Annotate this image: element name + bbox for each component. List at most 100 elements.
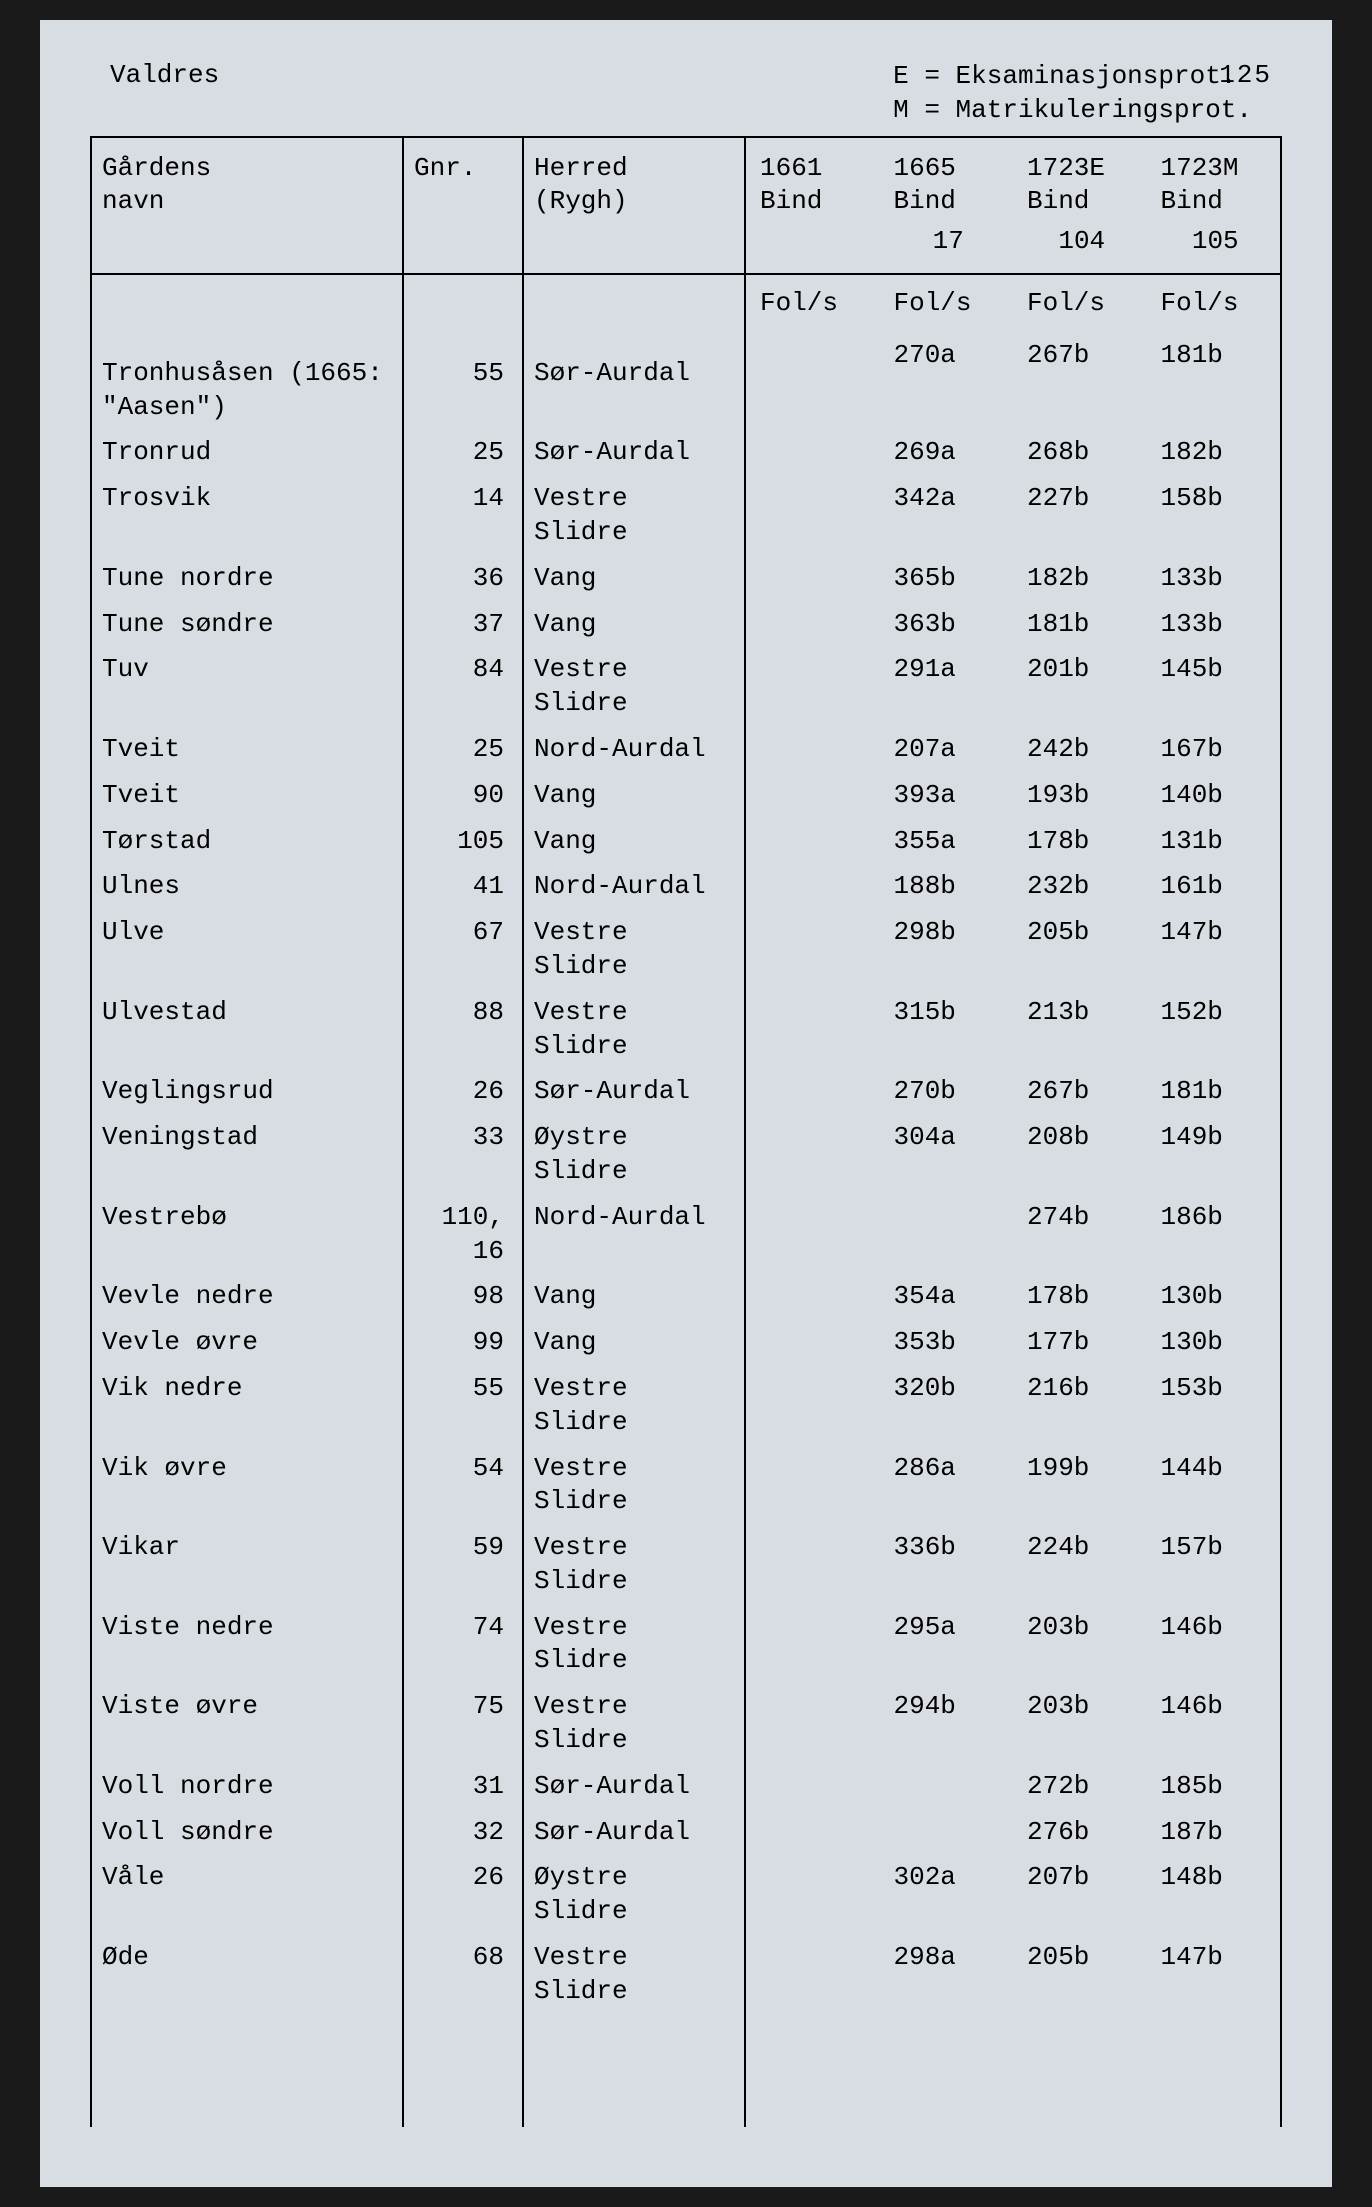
cell-y1723M: 133b [1147, 608, 1281, 642]
cell-name: Voll søndre [91, 1810, 403, 1856]
cell-name: Tørstad [91, 819, 403, 865]
cell-y1723E: 182b [1013, 562, 1147, 596]
cell-y1665: 315b [880, 996, 1014, 1030]
cell-gnr: 33 [403, 1115, 523, 1195]
cell-y1723M: 133b [1147, 562, 1281, 596]
cell-herred: Sør-Aurdal [523, 430, 745, 476]
cell-y1661 [746, 436, 880, 470]
cell-gnr: 26 [403, 1855, 523, 1935]
table-row: Vikar59Vestre Slidre336b224b157b [91, 1525, 1281, 1605]
cell-y1723E: 205b [1013, 1941, 1147, 1975]
cell-y1723M: 144b [1147, 1452, 1281, 1486]
cell-y1665: 336b [880, 1531, 1014, 1565]
table-row: Vestrebø110, 16Nord-Aurdal274b186b [91, 1195, 1281, 1275]
cell-years: 336b224b157b [745, 1525, 1281, 1605]
cell-herred: Vestre Slidre [523, 1605, 745, 1685]
cell-y1665: 355a [880, 825, 1014, 859]
cell-gnr: 98 [403, 1274, 523, 1320]
cell-gnr: 88 [403, 990, 523, 1070]
table-row: Tronhusåsen (1665: "Aasen")55Sør-Aurdal2… [91, 333, 1281, 431]
cell-y1723M: 148b [1147, 1861, 1281, 1895]
cell-gnr: 31 [403, 1764, 523, 1810]
fols-1723m: Fol/s [1147, 275, 1281, 333]
cell-y1665: 294b [880, 1690, 1014, 1724]
cell-herred: Vestre Slidre [523, 1525, 745, 1605]
cell-y1723M: 185b [1147, 1770, 1281, 1804]
cell-y1661 [746, 1326, 880, 1360]
cell-herred: Vestre Slidre [523, 1366, 745, 1446]
cell-name: Ulve [91, 910, 403, 990]
table-row: Tørstad105Vang355a178b131b [91, 819, 1281, 865]
cell-name: Vikar [91, 1525, 403, 1605]
cell-years: 270a267b181b [745, 333, 1281, 431]
farms-table: Gårdens navn Gnr. Herred (Rygh) 1661 Bin… [90, 136, 1282, 2127]
cell-years: 207a242b167b [745, 727, 1281, 773]
cell-herred: Vestre Slidre [523, 1935, 745, 2015]
cell-years: 270b267b181b [745, 1069, 1281, 1115]
cell-herred: Nord-Aurdal [523, 864, 745, 910]
cell-y1723E: 224b [1013, 1531, 1147, 1565]
cell-y1665: 270b [880, 1075, 1014, 1109]
table-body: Tronhusåsen (1665: "Aasen")55Sør-Aurdal2… [91, 333, 1281, 2127]
cell-name: Tronhusåsen (1665: "Aasen") [91, 333, 403, 431]
cell-name: Tune nordre [91, 556, 403, 602]
cell-y1723M: 167b [1147, 733, 1281, 767]
cell-gnr: 110, 16 [403, 1195, 523, 1275]
cell-y1723E: 272b [1013, 1770, 1147, 1804]
table-row: Veglingsrud26Sør-Aurdal270b267b181b [91, 1069, 1281, 1115]
cell-y1723E: 203b [1013, 1611, 1147, 1645]
col-header-1723e: 1723E Bind [1013, 138, 1147, 220]
cell-herred: Sør-Aurdal [523, 1069, 745, 1115]
table-row: Øde68Vestre Slidre298a205b147b [91, 1935, 1281, 2015]
cell-years: 286a199b144b [745, 1446, 1281, 1526]
cell-years: 272b185b [745, 1764, 1281, 1810]
cell-herred: Vestre Slidre [523, 1684, 745, 1764]
cell-y1661 [746, 1941, 880, 1975]
bind-1723m: 105 [1147, 225, 1281, 259]
cell-y1665 [880, 1770, 1014, 1804]
cell-years: 342a227b158b [745, 476, 1281, 556]
cell-years: 291a201b145b [745, 647, 1281, 727]
cell-gnr: 14 [403, 476, 523, 556]
cell-gnr: 25 [403, 727, 523, 773]
cell-y1723E: 268b [1013, 436, 1147, 470]
cell-y1723M: 140b [1147, 779, 1281, 813]
table-row: Ulnes41Nord-Aurdal188b232b161b [91, 864, 1281, 910]
cell-gnr: 55 [403, 333, 523, 431]
cell-y1665: 304a [880, 1121, 1014, 1155]
cell-herred: Sør-Aurdal [523, 1810, 745, 1856]
cell-y1723E: 208b [1013, 1121, 1147, 1155]
bind-1661 [746, 225, 880, 259]
cell-herred: Øystre Slidre [523, 1855, 745, 1935]
cell-y1723E: 207b [1013, 1861, 1147, 1895]
cell-y1723M: 186b [1147, 1201, 1281, 1235]
cell-y1723E: 242b [1013, 733, 1147, 767]
cell-y1661 [746, 1861, 880, 1895]
cell-years: 298b205b147b [745, 910, 1281, 990]
cell-y1723M: 146b [1147, 1611, 1281, 1645]
cell-y1661 [746, 1531, 880, 1565]
cell-y1665: 393a [880, 779, 1014, 813]
cell-y1723M: 158b [1147, 482, 1281, 516]
cell-y1665: 320b [880, 1372, 1014, 1406]
table-row: Vevle øvre99Vang353b177b130b [91, 1320, 1281, 1366]
cell-gnr: 75 [403, 1684, 523, 1764]
cell-y1723E: 267b [1013, 1075, 1147, 1109]
fols-1665: Fol/s [880, 275, 1014, 333]
cell-y1723E: 205b [1013, 916, 1147, 950]
cell-herred: Sør-Aurdal [523, 1764, 745, 1810]
cell-herred: Nord-Aurdal [523, 727, 745, 773]
cell-y1665: 302a [880, 1861, 1014, 1895]
table-row: Ulvestad88Vestre Slidre315b213b152b [91, 990, 1281, 1070]
cell-name: Veglingsrud [91, 1069, 403, 1115]
cell-years: 353b177b130b [745, 1320, 1281, 1366]
cell-y1723E: 216b [1013, 1372, 1147, 1406]
page-header: Valdres E = Eksaminasjonsprot. M = Matri… [90, 60, 1282, 128]
cell-years: 298a205b147b [745, 1935, 1281, 2015]
cell-y1661 [746, 1816, 880, 1850]
table-row: Viste øvre75Vestre Slidre294b203b146b [91, 1684, 1281, 1764]
cell-name: Vevle øvre [91, 1320, 403, 1366]
cell-y1665: 207a [880, 733, 1014, 767]
cell-y1723M: 147b [1147, 1941, 1281, 1975]
cell-y1661 [746, 996, 880, 1030]
